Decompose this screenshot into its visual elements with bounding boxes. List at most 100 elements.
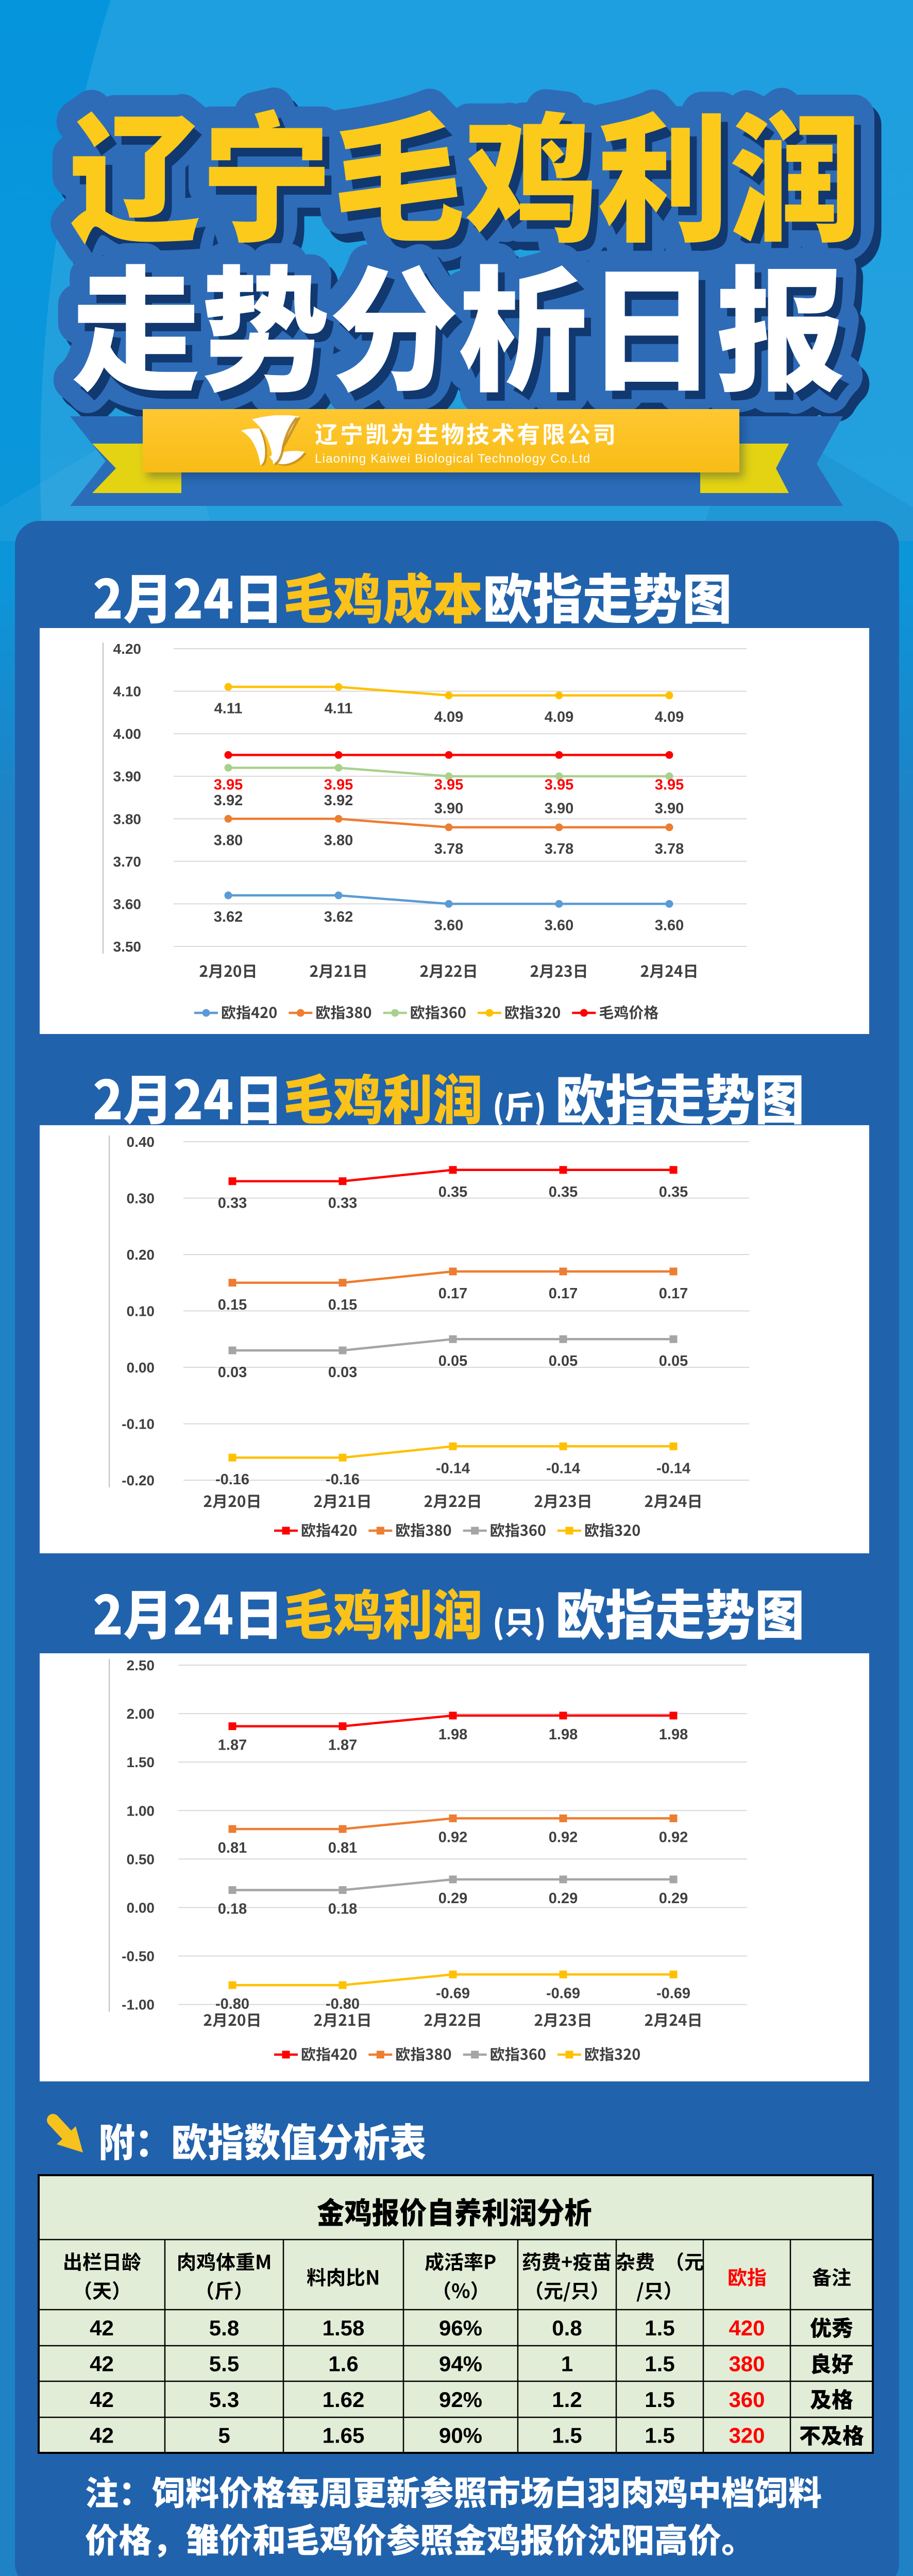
svg-text:0.05: 0.05 <box>659 1353 688 1369</box>
svg-text:360: 360 <box>729 2387 765 2412</box>
svg-text:3.95: 3.95 <box>545 776 573 793</box>
svg-text:1.5: 1.5 <box>645 2387 674 2412</box>
svg-text:3.62: 3.62 <box>324 909 353 925</box>
svg-text:1.2: 1.2 <box>552 2387 582 2412</box>
svg-text:0.81: 0.81 <box>218 1840 247 1856</box>
svg-text:4.11: 4.11 <box>214 700 243 717</box>
svg-text:-0.50: -0.50 <box>122 1948 155 1964</box>
svg-text:3.70: 3.70 <box>113 854 142 870</box>
svg-text:0.92: 0.92 <box>438 1829 467 1845</box>
svg-text:0.00: 0.00 <box>127 1360 155 1376</box>
svg-text:4.09: 4.09 <box>545 709 573 725</box>
svg-text:0.17: 0.17 <box>438 1285 467 1302</box>
svg-text:-0.80: -0.80 <box>326 1996 360 2012</box>
svg-text:96%: 96% <box>439 2316 482 2340</box>
svg-text:3.60: 3.60 <box>434 917 463 934</box>
svg-text:-0.14: -0.14 <box>546 1460 580 1477</box>
svg-text:0.8: 0.8 <box>552 2316 582 2340</box>
svg-text:3.95: 3.95 <box>434 776 463 793</box>
svg-text:380: 380 <box>729 2352 765 2376</box>
svg-text:3.60: 3.60 <box>545 917 573 934</box>
svg-text:3.50: 3.50 <box>113 939 142 955</box>
svg-text:0.17: 0.17 <box>659 1285 688 1302</box>
svg-text:1.65: 1.65 <box>323 2424 365 2448</box>
svg-text:3.80: 3.80 <box>113 811 142 827</box>
svg-text:1.98: 1.98 <box>549 1726 578 1743</box>
svg-text:1: 1 <box>561 2352 573 2376</box>
svg-text:1.87: 1.87 <box>218 1737 247 1754</box>
svg-text:-0.10: -0.10 <box>122 1416 155 1432</box>
svg-text:0.15: 0.15 <box>328 1297 357 1313</box>
svg-text:3.92: 3.92 <box>214 792 243 809</box>
svg-text:2.50: 2.50 <box>127 1657 155 1673</box>
svg-text:3.60: 3.60 <box>655 917 684 934</box>
svg-text:1.5: 1.5 <box>645 2316 674 2340</box>
svg-text:0.35: 0.35 <box>549 1184 578 1200</box>
svg-text:4.20: 4.20 <box>113 641 142 657</box>
svg-text:0.33: 0.33 <box>328 1195 357 1212</box>
svg-text:3.78: 3.78 <box>434 841 463 857</box>
svg-text:1.62: 1.62 <box>323 2387 365 2412</box>
svg-text:3.92: 3.92 <box>324 792 353 809</box>
svg-text:0.18: 0.18 <box>218 1901 247 1918</box>
svg-text:-0.14: -0.14 <box>656 1460 690 1477</box>
svg-text:4.09: 4.09 <box>655 709 684 725</box>
svg-text:5: 5 <box>218 2424 230 2448</box>
svg-text:0.00: 0.00 <box>127 1900 155 1916</box>
svg-text:1.58: 1.58 <box>323 2316 365 2340</box>
svg-text:1.98: 1.98 <box>659 1726 688 1743</box>
svg-text:3.78: 3.78 <box>545 841 573 857</box>
svg-text:1.5: 1.5 <box>645 2352 674 2376</box>
svg-text:4.11: 4.11 <box>325 700 353 717</box>
svg-text:3.80: 3.80 <box>214 832 243 849</box>
svg-text:1.5: 1.5 <box>552 2424 582 2448</box>
svg-text:0.18: 0.18 <box>328 1901 357 1918</box>
svg-text:0.29: 0.29 <box>549 1890 578 1907</box>
svg-text:0.40: 0.40 <box>127 1134 155 1150</box>
svg-text:-1.00: -1.00 <box>122 1997 155 2013</box>
svg-text:1.6: 1.6 <box>328 2352 358 2376</box>
svg-text:3.60: 3.60 <box>113 896 142 912</box>
svg-text:1.00: 1.00 <box>127 1803 155 1819</box>
svg-text:0.03: 0.03 <box>328 1364 357 1381</box>
svg-text:0.33: 0.33 <box>218 1195 247 1212</box>
svg-text:0.17: 0.17 <box>549 1285 578 1302</box>
svg-text:4.00: 4.00 <box>113 726 142 742</box>
svg-text:-0.69: -0.69 <box>436 1985 470 2002</box>
svg-text:3.62: 3.62 <box>214 909 243 925</box>
svg-text:42: 42 <box>90 2424 114 2448</box>
svg-text:0.81: 0.81 <box>328 1840 357 1856</box>
svg-text:-0.69: -0.69 <box>656 1985 690 2002</box>
svg-text:320: 320 <box>729 2424 765 2448</box>
svg-text:-0.16: -0.16 <box>215 1471 249 1488</box>
svg-text:5.5: 5.5 <box>209 2352 239 2376</box>
svg-text:1.87: 1.87 <box>328 1737 357 1754</box>
svg-text:0.50: 0.50 <box>127 1851 155 1867</box>
svg-text:-0.80: -0.80 <box>215 1996 249 2012</box>
svg-text:1.50: 1.50 <box>127 1754 155 1770</box>
svg-text:-0.69: -0.69 <box>546 1985 580 2002</box>
svg-text:0.05: 0.05 <box>438 1353 467 1369</box>
svg-text:-0.20: -0.20 <box>122 1472 155 1488</box>
svg-text:94%: 94% <box>439 2352 482 2376</box>
svg-text:3.90: 3.90 <box>545 801 573 817</box>
svg-text:3.90: 3.90 <box>434 801 463 817</box>
svg-text:0.29: 0.29 <box>659 1890 688 1907</box>
svg-text:3.80: 3.80 <box>324 832 353 849</box>
svg-text:0.20: 0.20 <box>127 1247 155 1263</box>
svg-text:42: 42 <box>90 2352 114 2376</box>
svg-text:0.03: 0.03 <box>218 1364 247 1381</box>
svg-text:4.09: 4.09 <box>434 709 463 725</box>
svg-text:0.10: 0.10 <box>127 1303 155 1319</box>
svg-text:3.95: 3.95 <box>214 776 243 793</box>
svg-text:4.10: 4.10 <box>113 684 142 700</box>
svg-text:0.92: 0.92 <box>659 1829 688 1845</box>
svg-text:-0.16: -0.16 <box>326 1471 360 1488</box>
svg-text:3.90: 3.90 <box>113 769 142 785</box>
svg-text:42: 42 <box>90 2387 114 2412</box>
svg-text:3.78: 3.78 <box>655 841 684 857</box>
svg-text:0.15: 0.15 <box>218 1297 247 1313</box>
svg-text:2.00: 2.00 <box>127 1706 155 1722</box>
svg-text:5.8: 5.8 <box>209 2316 239 2340</box>
svg-text:5.3: 5.3 <box>209 2387 239 2412</box>
